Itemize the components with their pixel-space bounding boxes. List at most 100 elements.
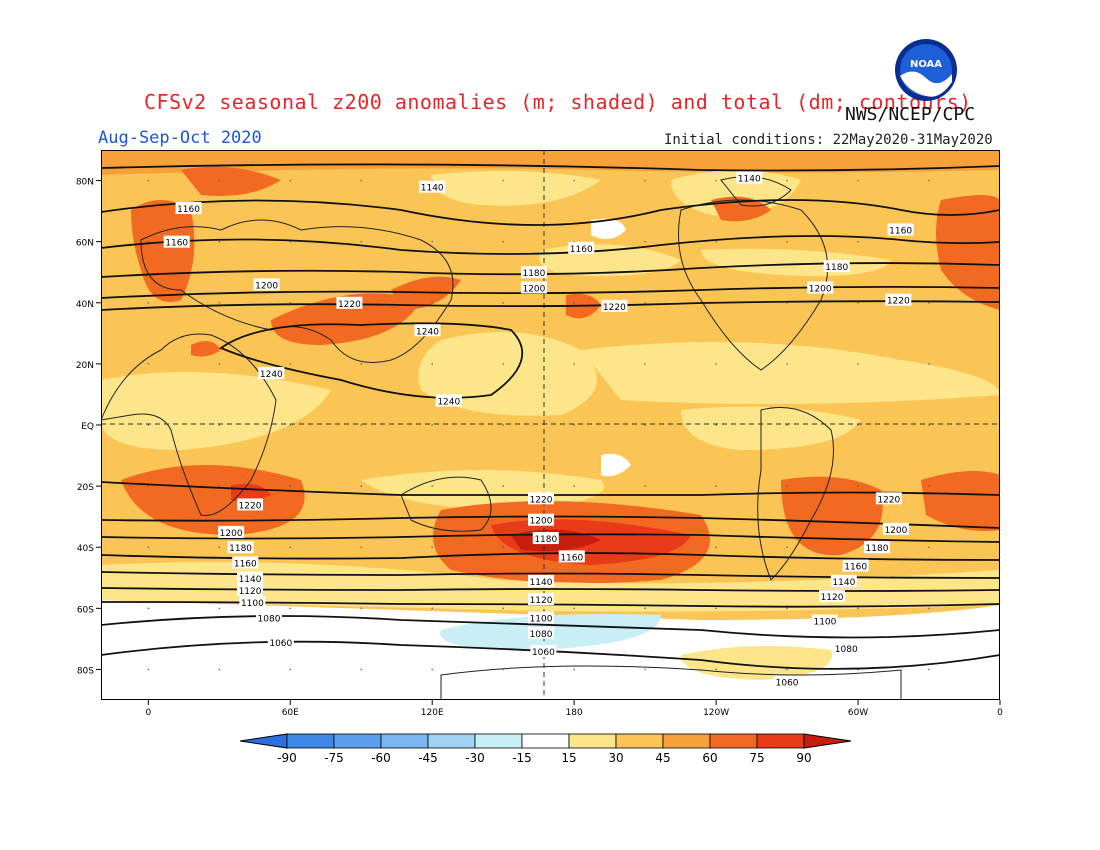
grid-dot xyxy=(857,485,859,487)
grid-dot xyxy=(431,424,434,426)
grid-dot xyxy=(644,668,646,671)
grid-dot xyxy=(715,668,717,671)
contour-label-text: 1140 xyxy=(738,175,761,185)
colorbar-label: 15 xyxy=(561,751,576,765)
colorbar-label: 90 xyxy=(796,751,811,765)
grid-dot xyxy=(431,240,434,243)
grid-dot xyxy=(502,363,504,365)
grid-dot xyxy=(147,668,150,671)
noaa-logo-text: NOAA xyxy=(910,59,942,70)
contour-label-text: 1100 xyxy=(241,599,264,609)
contour-label-text: 1200 xyxy=(530,517,553,527)
lon-tick-label: 60E xyxy=(282,708,299,718)
grid-dot xyxy=(147,301,150,304)
grid-dot xyxy=(928,485,930,487)
contour-label: 1220 xyxy=(601,299,628,313)
contour-label-text: 1220 xyxy=(530,495,553,505)
contour-label: 1160 xyxy=(887,223,914,236)
contour-label: 1160 xyxy=(175,202,202,215)
grid-dot xyxy=(360,240,363,243)
grid-dot xyxy=(289,546,292,549)
grid-dot xyxy=(715,424,717,426)
grid-dot xyxy=(644,301,646,304)
contour-label-text: 1140 xyxy=(239,575,262,585)
grid-dot xyxy=(573,424,575,426)
grid-dot xyxy=(644,607,646,610)
contour-label-text: 1160 xyxy=(844,563,867,573)
grid-dot xyxy=(218,546,221,549)
contour-label: 1160 xyxy=(163,235,190,249)
grid-dot xyxy=(360,668,363,671)
lon-tick-label: 0 xyxy=(145,708,151,718)
contour-label-text: 1220 xyxy=(603,303,626,313)
grid-dot xyxy=(573,485,575,487)
latitude-ticks: 80N 60N 40N 20N EQ 20S 40S 60S 80S xyxy=(76,178,101,676)
grid-dot xyxy=(431,301,434,304)
grid-dot xyxy=(644,485,646,487)
contour-label: 1240 xyxy=(258,367,285,380)
contour-label: 1120 xyxy=(819,590,846,603)
colorbar-label: -15 xyxy=(512,751,532,765)
grid-dot xyxy=(360,546,363,549)
lat-tick-label: 40S xyxy=(77,544,94,554)
contour-label-text: 1120 xyxy=(821,593,844,603)
contour-label: 1200 xyxy=(807,281,834,295)
grid-dot xyxy=(289,485,292,487)
grid-dot xyxy=(786,607,788,610)
grid-dot xyxy=(431,363,434,365)
contour-label: 1220 xyxy=(885,293,912,307)
contour-label-text: 1220 xyxy=(887,297,910,307)
grid-dot xyxy=(147,485,150,487)
grid-dot xyxy=(786,546,788,549)
lon-tick-label: 180 xyxy=(566,708,583,718)
lat-tick-label: 80S xyxy=(77,666,94,676)
contour-label: 1200 xyxy=(520,281,547,295)
contour-label-text: 1100 xyxy=(530,615,553,625)
contour-label: 1140 xyxy=(419,180,446,194)
contour-label: 1200 xyxy=(253,278,280,291)
contour-label: 1180 xyxy=(227,541,254,554)
grid-dot xyxy=(715,607,717,610)
grid-dot xyxy=(147,363,150,365)
contour-label: 1220 xyxy=(336,296,363,310)
colorbar-swatch xyxy=(568,733,617,749)
contour-label: 1080 xyxy=(528,626,555,640)
grid-dot xyxy=(289,301,292,304)
contour-label-text: 1220 xyxy=(239,501,262,511)
grid-dot xyxy=(644,363,646,365)
grid-dot xyxy=(502,240,504,243)
contour-label-text: 1120 xyxy=(239,587,262,597)
contour-label: 1180 xyxy=(520,266,547,279)
colorbar-swatch xyxy=(521,733,570,749)
colorbar-swatch xyxy=(474,733,523,749)
colorbar-label: -90 xyxy=(277,751,297,765)
grid-dot xyxy=(431,607,434,610)
grid-dot xyxy=(715,485,717,487)
contour-label: 1140 xyxy=(528,574,555,588)
colorbar-label: 30 xyxy=(608,751,623,765)
contour-label-text: 1160 xyxy=(560,553,583,563)
colorbar-swatch xyxy=(427,733,476,749)
grid-dot xyxy=(502,179,504,182)
grid-dot xyxy=(218,424,221,426)
map-border xyxy=(101,150,1000,700)
grid-dot xyxy=(502,485,504,487)
colorbar-swatch xyxy=(615,733,664,749)
contour-label: 1120 xyxy=(528,593,555,606)
contour-label-text: 1200 xyxy=(255,281,278,291)
colorbar-swatch xyxy=(333,733,382,749)
grid-dot xyxy=(360,363,363,365)
contour-label: 1180 xyxy=(823,260,850,273)
grid-dot xyxy=(147,546,150,549)
colorbar-swatch xyxy=(380,733,429,749)
grid-dot xyxy=(502,668,504,671)
grid-dot xyxy=(289,179,292,182)
grid-dot xyxy=(431,668,434,671)
contour-label-text: 1140 xyxy=(832,578,855,588)
lat-tick-label: EQ xyxy=(81,422,94,432)
contour-label-text: 1160 xyxy=(177,205,200,215)
contour-label: 1160 xyxy=(842,559,869,573)
grid-dot xyxy=(715,240,717,243)
contour-label-text: 1080 xyxy=(530,630,553,640)
lat-tick-label: 60N xyxy=(76,239,94,249)
